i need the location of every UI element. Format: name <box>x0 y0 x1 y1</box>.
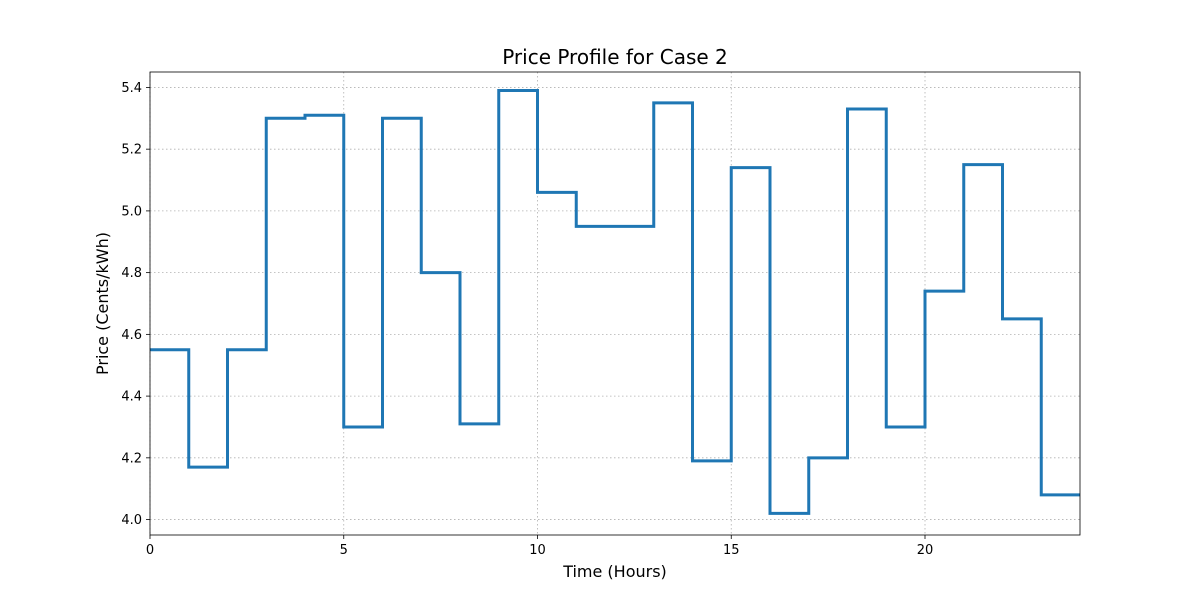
y-tick-label: 5.0 <box>121 204 142 219</box>
y-tick-label: 4.2 <box>121 451 142 466</box>
x-axis-label: Time (Hours) <box>562 562 667 581</box>
price-step-line <box>150 89 1080 515</box>
y-axis-label: Price (Cents/kWh) <box>93 232 112 375</box>
y-tick-label: 4.6 <box>121 328 142 343</box>
x-tick-label: 15 <box>723 543 740 558</box>
series-layer <box>150 89 1080 515</box>
x-tick-label: 20 <box>917 543 934 558</box>
chart-title: Price Profile for Case 2 <box>502 45 728 69</box>
grid <box>149 72 1080 535</box>
x-tick-label: 0 <box>146 543 154 558</box>
y-tick-label: 5.2 <box>121 143 142 158</box>
y-tick-label: 4.4 <box>121 390 142 405</box>
y-tick-label: 5.4 <box>121 81 142 96</box>
axis-ticks: 0 5 10 15 20 4.0 4.2 4.4 4.6 4.8 5.0 5.2 5.4 <box>121 81 933 558</box>
x-tick-label: 5 <box>340 543 348 558</box>
y-tick-label: 4.0 <box>121 513 142 528</box>
x-tick-label: 10 <box>529 543 546 558</box>
plot-frame <box>149 71 1081 536</box>
y-tick-label: 4.8 <box>121 266 142 281</box>
